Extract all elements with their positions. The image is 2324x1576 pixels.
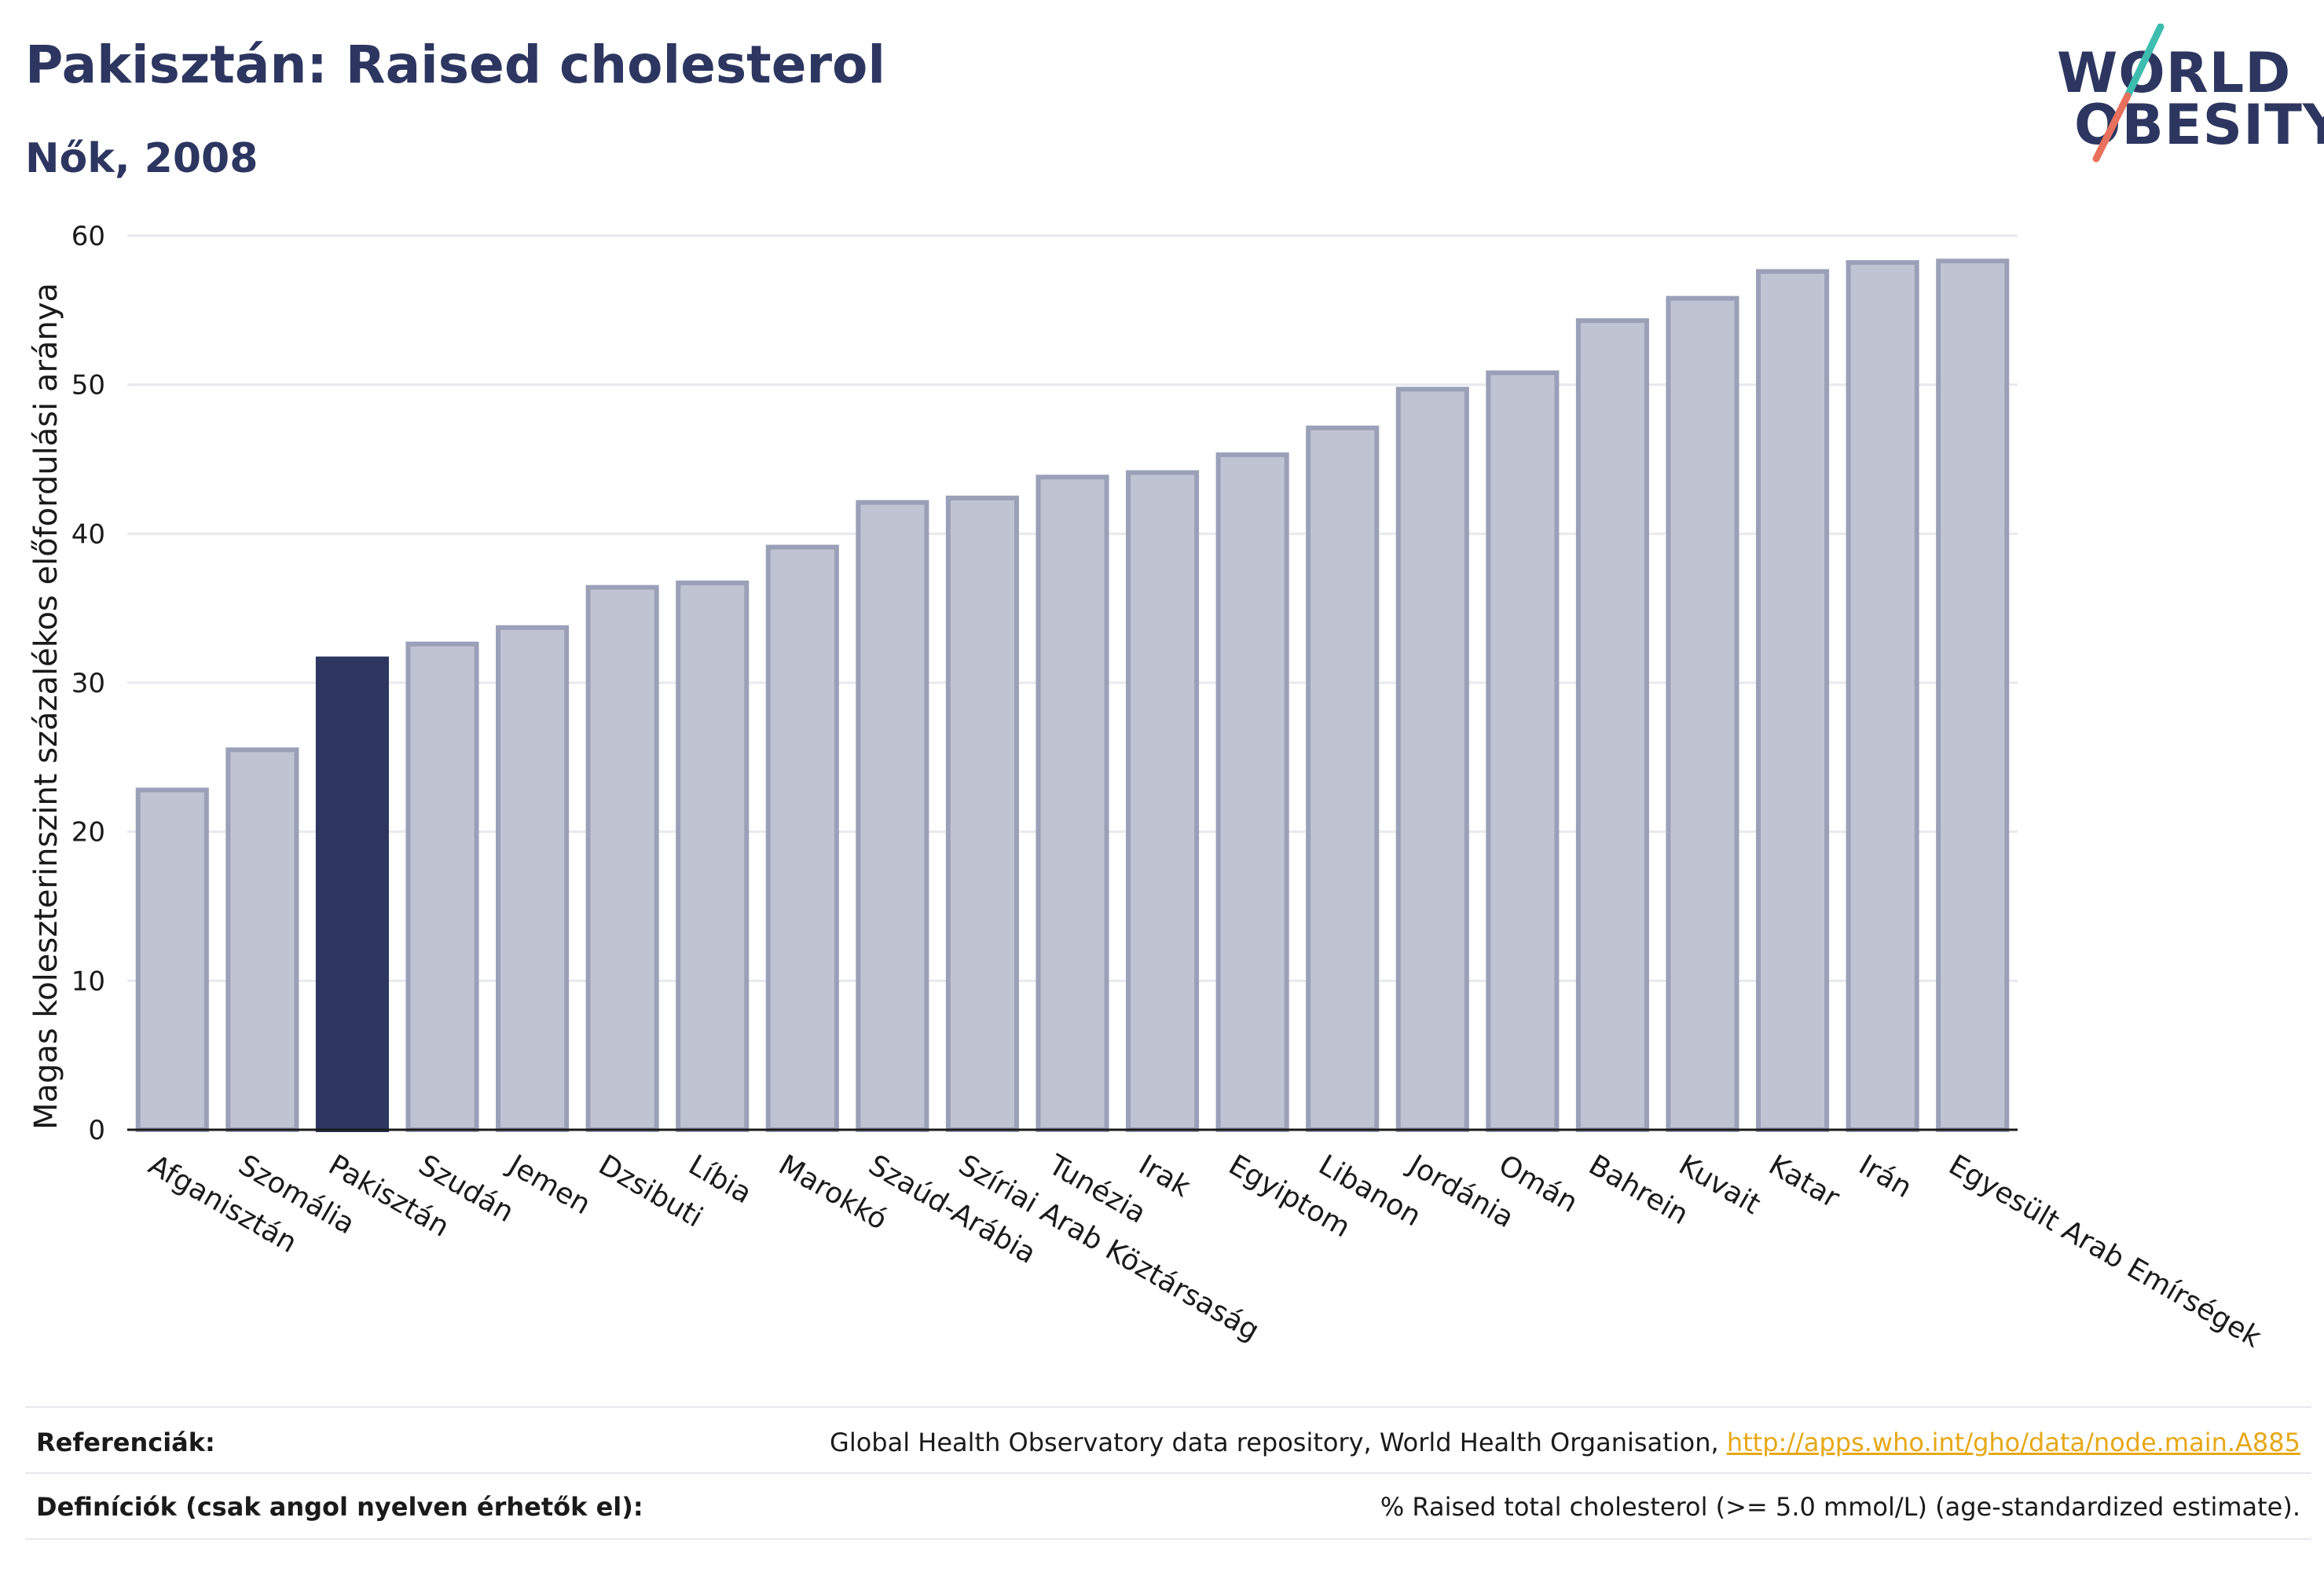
bar-chart: 0102030405060AfganisztánSzomáliaPakisztá… [28,221,2267,1354]
references-row: Referenciák: Global Health Observatory d… [25,1411,2311,1474]
bar-14 [1395,387,1469,1132]
references-label: Referenciák: [36,1428,215,1457]
bar-6 [676,580,750,1132]
world-obesity-logo: WORLD OBESITY [2043,24,2324,165]
footer-rule-top [25,1406,2311,1408]
bar-10 [1036,475,1109,1132]
logo-line1: WORLD [2057,41,2292,105]
y-tick-label: 0 [88,1115,105,1146]
logo-slash-icon [2092,24,2165,163]
bar-11 [1126,470,1200,1132]
bar-16 [1575,318,1649,1132]
x-tick-label: Dzsibuti [593,1149,708,1233]
x-tick-label: Katar [1763,1149,1845,1215]
page-title: Pakisztán: Raised cholesterol [25,35,885,95]
definitions-row: Definíciók (csak angol nyelven érhetők e… [25,1475,2311,1538]
bar-20 [1936,258,2010,1133]
bar-0 [135,787,209,1132]
bar-layer [135,258,2010,1133]
bar-8 [856,500,929,1132]
bar-13 [1306,425,1380,1132]
references-link[interactable]: http://apps.who.int/gho/data/node.main.A… [1726,1428,2300,1457]
bar-2 [315,656,389,1132]
y-tick-label: 10 [71,966,105,997]
bar-12 [1215,452,1289,1132]
footer-rule-mid [25,1472,2311,1474]
y-tick-label: 30 [71,668,105,699]
bar-17 [1666,295,1739,1132]
footer-rule-bottom [25,1538,2311,1540]
bar-3 [405,641,479,1132]
definitions-label: Definíciók (csak angol nyelven érhetők e… [36,1492,643,1522]
page-subtitle: Nők, 2008 [25,135,258,182]
bar-1 [225,747,299,1132]
x-tick-label: Jemen [502,1148,596,1221]
bar-19 [1846,260,1919,1132]
references-text: Global Health Observatory data repositor… [830,1428,1719,1457]
bar-7 [765,544,839,1132]
x-tick-label: Bahrein [1583,1149,1693,1231]
y-tick-label: 60 [71,221,105,252]
y-tick-label: 20 [71,817,105,848]
y-tick-label: 50 [71,370,105,401]
y-tick-label: 40 [71,519,105,550]
x-tick-label: Irán [1853,1149,1917,1204]
bar-4 [496,625,570,1132]
x-tick-label: Egyesült Arab Emírségek [1943,1149,2267,1354]
y-axis-title: Magas koleszterinszint százalékos előfor… [28,283,64,1130]
bar-15 [1486,370,1560,1132]
bar-18 [1756,269,1830,1132]
bar-9 [945,495,1019,1132]
x-tick-label: Irak [1133,1149,1196,1204]
bar-5 [585,585,659,1132]
references-value: Global Health Observatory data repositor… [830,1428,2311,1457]
definitions-text: % Raised total cholesterol (>= 5.0 mmol/… [1380,1492,2300,1522]
